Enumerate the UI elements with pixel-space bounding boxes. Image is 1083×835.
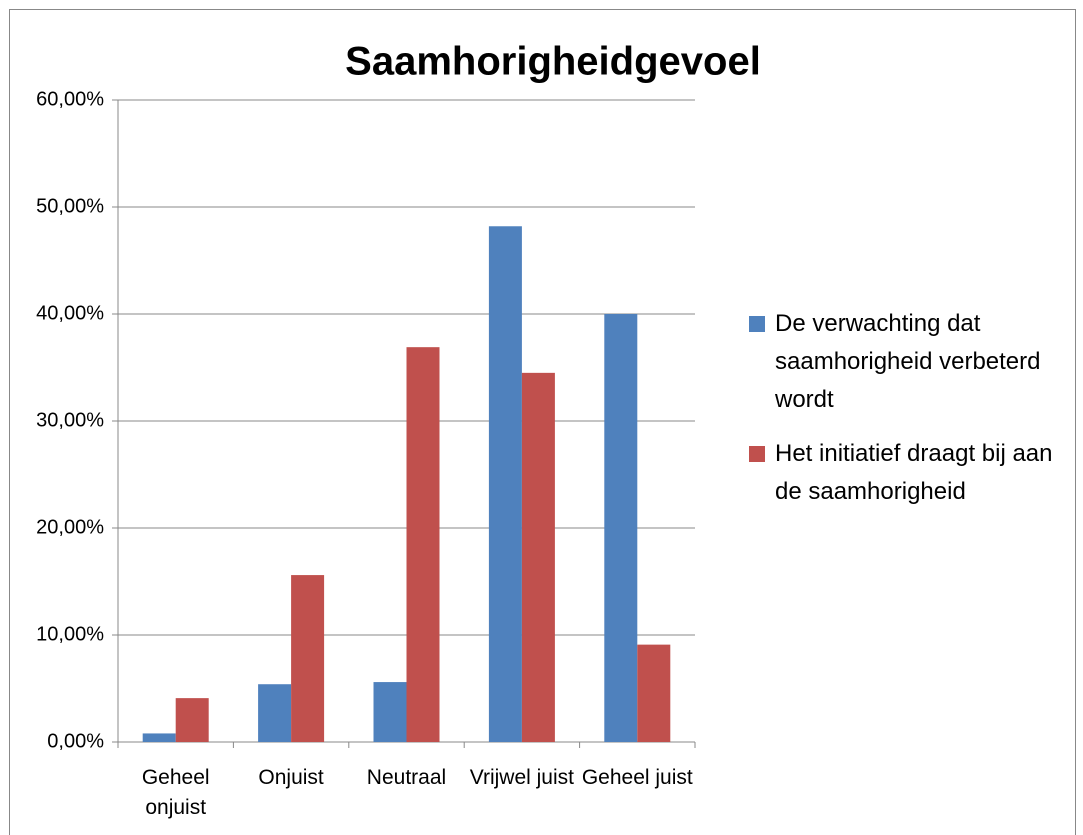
bar <box>373 682 407 742</box>
x-tick-label: Neutraal <box>366 766 447 789</box>
bar <box>604 314 638 742</box>
bar <box>175 698 209 742</box>
chart-title: Saamhorigheidgevoel <box>345 40 761 84</box>
bar <box>637 644 671 742</box>
y-tick-label: 10,00% <box>36 623 104 645</box>
y-tick-label: 20,00% <box>36 516 104 538</box>
bar <box>488 226 522 742</box>
x-tick-label: Geheel onjuist <box>141 766 210 819</box>
bar <box>258 684 292 742</box>
bar <box>521 372 555 742</box>
x-tick-label: Geheel juist <box>581 766 693 789</box>
legend-label: De verwachting dat saamhorigheid verbete… <box>775 310 1041 413</box>
y-tick-label: 40,00% <box>36 302 104 324</box>
y-tick-label: 30,00% <box>36 409 104 431</box>
legend-swatch <box>749 446 765 462</box>
legend-swatch <box>749 316 765 332</box>
x-tick-label: Onjuist <box>258 766 324 789</box>
y-tick-label: 0,00% <box>47 730 104 752</box>
x-tick-label: Vrijwel juist <box>469 766 574 789</box>
bar <box>291 575 325 742</box>
legend-label: Het initiatief draagt bij aan de saamhor… <box>775 440 1053 505</box>
y-tick-label: 60,00% <box>36 88 104 110</box>
bar <box>142 733 176 742</box>
y-tick-label: 50,00% <box>36 195 104 217</box>
bar <box>406 347 440 742</box>
